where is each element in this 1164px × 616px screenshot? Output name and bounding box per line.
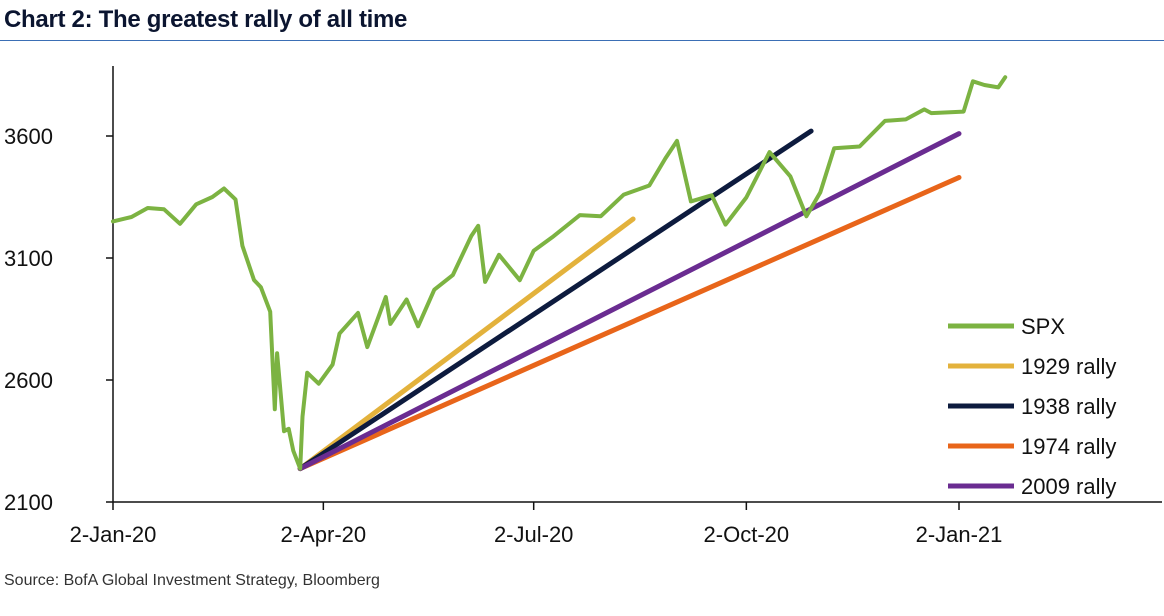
legend-label: 1974 rally <box>1021 434 1116 459</box>
series-line-2009-rally <box>297 131 962 472</box>
title-divider <box>0 40 1164 41</box>
legend-label: SPX <box>1021 314 1065 339</box>
series-line-1974-rally <box>297 175 962 472</box>
legend-label: 1938 rally <box>1021 394 1116 419</box>
source-note: Source: BofA Global Investment Strategy,… <box>4 572 380 589</box>
y-tick-label: 2600 <box>4 368 53 393</box>
x-tick-label: 2-Apr-20 <box>281 522 367 547</box>
chart-series <box>111 75 1008 472</box>
y-tick-label: 3100 <box>4 246 53 271</box>
y-tick-label: 2100 <box>4 490 53 515</box>
legend-label: 1929 rally <box>1021 354 1116 379</box>
chart-title: Chart 2: The greatest rally of all time <box>4 6 408 33</box>
series-line-1938-rally <box>297 128 814 472</box>
legend-label: 2009 rally <box>1021 474 1116 499</box>
x-tick-label: 2-Jul-20 <box>494 522 573 547</box>
x-tick-label: 2-Oct-20 <box>704 522 790 547</box>
x-tick-label: 2-Jan-20 <box>70 522 157 547</box>
x-tick-label: 2-Jan-21 <box>916 522 1003 547</box>
chart-axes: 2100 2600 3100 3600 2-Jan-20 2-Apr-20 2-Jul-20… <box>4 66 1162 547</box>
series-line-spx <box>111 75 1008 471</box>
y-tick-label: 3600 <box>4 124 53 149</box>
series-line-1929-rally <box>297 216 636 472</box>
line-chart: 2100 2600 3100 3600 2-Jan-20 2-Apr-20 2-Jul-20… <box>4 66 1162 547</box>
chart-legend: SPX 1929 rally 1938 rally 1974 rally 2009 ra… <box>948 314 1116 499</box>
